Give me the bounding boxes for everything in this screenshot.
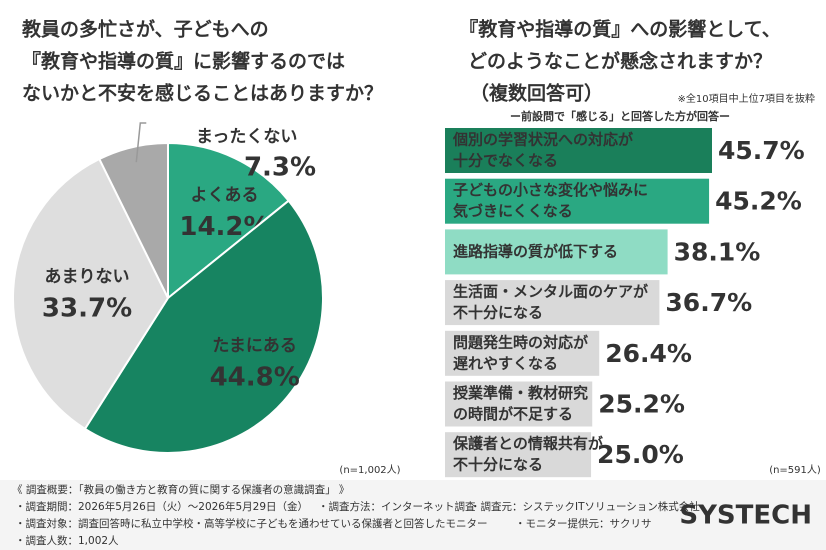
pie-slice (12, 157, 170, 431)
bar-label: 授業準備・教材研究 (453, 384, 588, 402)
footer-item: ・調査元：システックITソリューション株式会社 (470, 500, 700, 513)
chart-title: 『教育や指導の質』に影響するのでは (22, 50, 345, 73)
bar-label: 遅れやすくなる (453, 354, 558, 372)
slice-value: 44.8% (210, 363, 300, 393)
footer-item: ・モニター提供元：サクリサ (515, 517, 652, 530)
bar-label: 問題発生時の対応が (453, 333, 589, 351)
bar (445, 229, 668, 275)
footer-item: ・調査人数：1,002人 (15, 534, 119, 547)
chart-title: （複数回答可） (470, 82, 603, 105)
value-label: 26.4% (605, 339, 692, 368)
bar-label: 子どもの小さな変化や悩みに (453, 181, 648, 199)
leader-line (135, 122, 147, 163)
slice-value: 7.3% (244, 153, 316, 183)
bar-label: 不十分になる (453, 304, 543, 322)
slice-label: よくある (190, 185, 258, 205)
footer-item: ・調査対象：調査回答時に私立中学校・高等学校に子どもを通わせている保護者と回答し… (15, 517, 488, 530)
chart-title: どのようなことが懸念されますか？ (468, 50, 772, 73)
slice-label: まったくない (196, 127, 297, 147)
bar-label: 十分でなくなる (453, 152, 558, 170)
chart-title: ないかと不安を感じることはありますか？ (22, 82, 383, 105)
footer-item: ・調査方法：インターネット調査 (318, 500, 476, 513)
value-label: 45.2% (715, 187, 802, 216)
bar (445, 432, 592, 478)
bar-label: 保護者との情報共有が (452, 435, 604, 453)
bar-label: 生活面・メンタル面のケアが (453, 283, 649, 301)
bar (445, 128, 712, 173)
subtitle: ー前設問で「感じる」と回答した方が回答ー (510, 109, 730, 123)
sample-note: (n=1,002人) (339, 464, 400, 476)
bar-label: 不十分になる (453, 456, 543, 474)
logo: SYSTECH (679, 501, 812, 531)
chart-title: 『教育や指導の質』への影響として、 (459, 18, 780, 41)
bar (445, 381, 593, 427)
pie-slice (83, 199, 324, 454)
bar-label: 気づきにくくなる (453, 202, 573, 220)
value-label: 25.0% (597, 440, 684, 469)
sample-note: (n=591人) (769, 464, 821, 476)
bar-label: の時間が不足する (453, 405, 573, 423)
footer-item: ・調査期間：2026年5月26日（火）～2026年5月29日（金） (15, 500, 308, 513)
value-label: 45.7% (718, 136, 805, 165)
value-label: 38.1% (674, 237, 761, 266)
bar-label: 個別の学習状況への対応が (452, 131, 634, 149)
slice-value: 33.7% (42, 293, 132, 323)
slice-label: あまりない (45, 267, 130, 287)
bar (445, 178, 710, 224)
pie-slice (167, 141, 291, 301)
value-label: 36.7% (665, 288, 752, 317)
chart-title: 教員の多忙さが、子どもへの (22, 18, 269, 41)
bar-label: 進路指導の質が低下する (453, 242, 618, 260)
slice-label: たまにある (212, 336, 297, 356)
annotation: ※全10項目中上位7項目を抜粋 (678, 92, 815, 105)
bar (445, 330, 600, 376)
bar (445, 280, 660, 326)
footer-heading: 《 調査概要：「教員の働き方と教育の質に関する保護者の意識調査」 》 (12, 483, 349, 496)
value-label: 25.2% (598, 390, 685, 419)
footer-band (0, 480, 826, 550)
pie-slice (98, 141, 169, 299)
